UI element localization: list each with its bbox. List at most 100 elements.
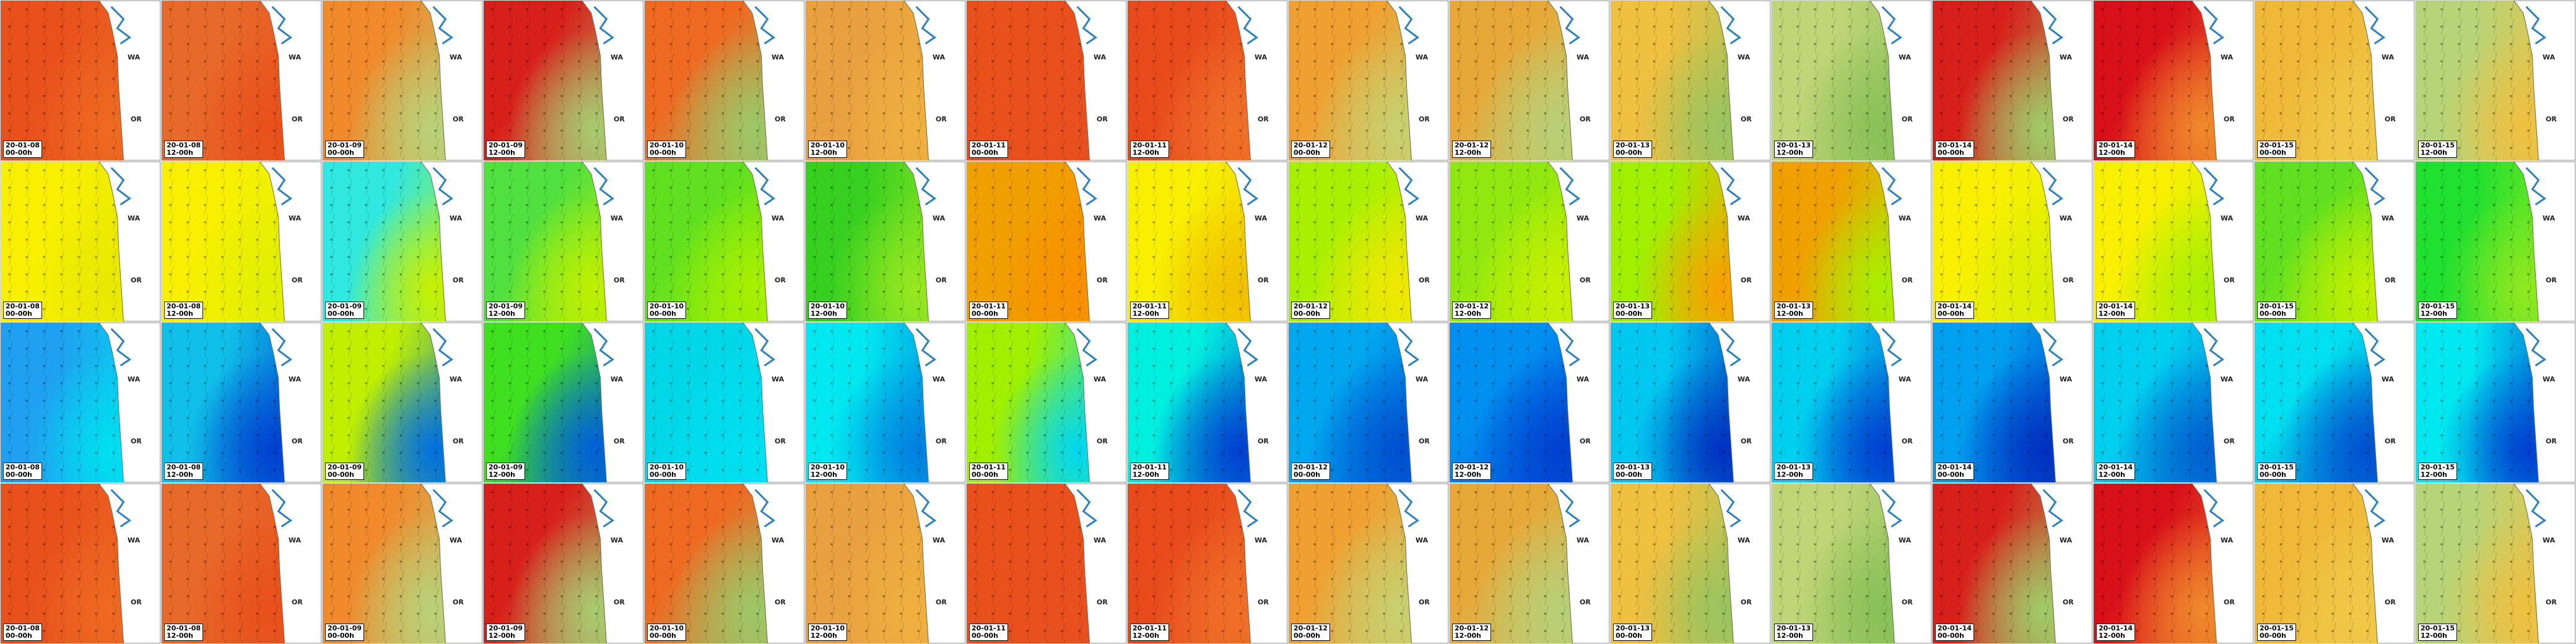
date-label: 20-01-14 xyxy=(1938,302,1972,310)
time-label: 00-00h xyxy=(1294,632,1321,640)
state-label: WA xyxy=(2221,536,2234,544)
state-label: OR xyxy=(2224,115,2235,123)
time-stamp: 20-01-14 00-00h xyxy=(1935,302,1975,319)
state-label: WA xyxy=(1577,214,1590,222)
state-label: WA xyxy=(2543,536,2556,544)
coastline xyxy=(420,323,482,482)
map-tile: WA OR 20-01-14 00-00h xyxy=(1932,161,2093,322)
time-label: 00-00h xyxy=(1938,149,1965,157)
time-stamp: 20-01-11 00-00h xyxy=(969,302,1009,319)
date-label: 20-01-13 xyxy=(1777,624,1811,632)
map-tile: WA OR 20-01-13 12-00h xyxy=(1771,0,1932,161)
coastline xyxy=(2191,323,2253,482)
map-tile: WA OR 20-01-10 00-00h xyxy=(644,0,805,161)
coastline xyxy=(903,1,965,160)
state-label: OR xyxy=(1902,115,1913,123)
date-label: 20-01-14 xyxy=(2099,302,2133,310)
time-stamp: 20-01-09 12-00h xyxy=(486,141,526,158)
state-label: WA xyxy=(2060,214,2073,222)
map-tile: WA OR 20-01-15 00-00h xyxy=(2254,322,2415,483)
map-tile: WA OR 20-01-13 12-00h xyxy=(1771,483,1932,644)
time-stamp: 20-01-13 00-00h xyxy=(1613,624,1653,641)
coastline xyxy=(742,162,804,321)
time-stamp: 20-01-14 00-00h xyxy=(1935,463,1975,480)
state-label: OR xyxy=(2224,437,2235,445)
time-stamp: 20-01-10 00-00h xyxy=(647,463,687,480)
time-label: 12-00h xyxy=(1133,149,1160,157)
state-label: WA xyxy=(2382,53,2395,61)
coastline xyxy=(1225,162,1287,321)
state-label: OR xyxy=(1741,115,1752,123)
time-label: 12-00h xyxy=(2421,471,2448,479)
state-label: WA xyxy=(1577,536,1590,544)
time-label: 00-00h xyxy=(1294,471,1321,479)
date-label: 20-01-08 xyxy=(6,624,40,632)
state-label: WA xyxy=(2221,375,2234,383)
time-stamp: 20-01-10 12-00h xyxy=(808,141,848,158)
date-label: 20-01-15 xyxy=(2421,302,2455,310)
date-label: 20-01-09 xyxy=(489,302,523,310)
state-label: OR xyxy=(1419,598,1430,606)
state-label: OR xyxy=(1741,437,1752,445)
time-stamp: 20-01-08 12-00h xyxy=(164,302,204,319)
date-label: 20-01-13 xyxy=(1616,463,1650,471)
date-label: 20-01-10 xyxy=(811,624,845,632)
time-label: 12-00h xyxy=(1455,632,1482,640)
state-label: OR xyxy=(1258,115,1269,123)
state-label: OR xyxy=(1902,437,1913,445)
date-label: 20-01-13 xyxy=(1616,624,1650,632)
coastline xyxy=(2191,162,2253,321)
state-label: WA xyxy=(933,214,946,222)
state-label: WA xyxy=(1899,375,1912,383)
coastline xyxy=(2030,1,2092,160)
date-label: 20-01-13 xyxy=(1777,463,1811,471)
state-label: WA xyxy=(1738,536,1751,544)
date-label: 20-01-14 xyxy=(1938,463,1972,471)
state-label: OR xyxy=(131,276,142,284)
map-tile: WA OR 20-01-14 00-00h xyxy=(1932,322,2093,483)
coastline xyxy=(1547,162,1609,321)
map-tile: WA OR 20-01-13 12-00h xyxy=(1771,322,1932,483)
time-stamp: 20-01-14 12-00h xyxy=(2096,141,2136,158)
time-label: 12-00h xyxy=(2421,310,2448,318)
map-tile: WA OR 20-01-13 12-00h xyxy=(1771,161,1932,322)
state-label: OR xyxy=(614,115,625,123)
state-label: OR xyxy=(131,115,142,123)
state-label: OR xyxy=(1902,598,1913,606)
time-label: 12-00h xyxy=(167,632,194,640)
map-tile: WA OR 20-01-14 12-00h xyxy=(2093,161,2254,322)
state-label: WA xyxy=(611,214,624,222)
time-stamp: 20-01-09 00-00h xyxy=(325,302,365,319)
state-label: WA xyxy=(611,536,624,544)
time-label: 00-00h xyxy=(1294,310,1321,318)
time-stamp: 20-01-11 00-00h xyxy=(969,141,1009,158)
date-label: 20-01-10 xyxy=(650,302,684,310)
state-label: OR xyxy=(775,437,786,445)
coastline xyxy=(1064,484,1126,643)
time-stamp: 20-01-08 00-00h xyxy=(3,624,43,641)
date-label: 20-01-08 xyxy=(167,624,201,632)
date-label: 20-01-08 xyxy=(167,463,201,471)
time-stamp: 20-01-12 12-00h xyxy=(1452,624,1492,641)
date-label: 20-01-12 xyxy=(1455,463,1489,471)
date-label: 20-01-10 xyxy=(650,463,684,471)
date-label: 20-01-12 xyxy=(1455,141,1489,149)
map-tile: WA OR 20-01-15 12-00h xyxy=(2415,161,2576,322)
state-label: WA xyxy=(450,214,463,222)
date-label: 20-01-11 xyxy=(1133,302,1167,310)
time-label: 00-00h xyxy=(650,632,677,640)
state-label: OR xyxy=(2385,115,2396,123)
state-label: OR xyxy=(1902,276,1913,284)
map-tile: WA OR 20-01-09 00-00h xyxy=(322,161,483,322)
state-label: WA xyxy=(1738,53,1751,61)
coastline xyxy=(1225,484,1287,643)
state-label: WA xyxy=(450,53,463,61)
map-tile: WA OR 20-01-09 12-00h xyxy=(483,322,644,483)
coastline xyxy=(2352,323,2414,482)
state-label: OR xyxy=(2546,276,2557,284)
state-label: OR xyxy=(1580,115,1591,123)
time-stamp: 20-01-14 00-00h xyxy=(1935,624,1975,641)
map-tile: WA OR 20-01-11 00-00h xyxy=(966,483,1127,644)
state-label: WA xyxy=(772,536,785,544)
state-label: OR xyxy=(1419,437,1430,445)
